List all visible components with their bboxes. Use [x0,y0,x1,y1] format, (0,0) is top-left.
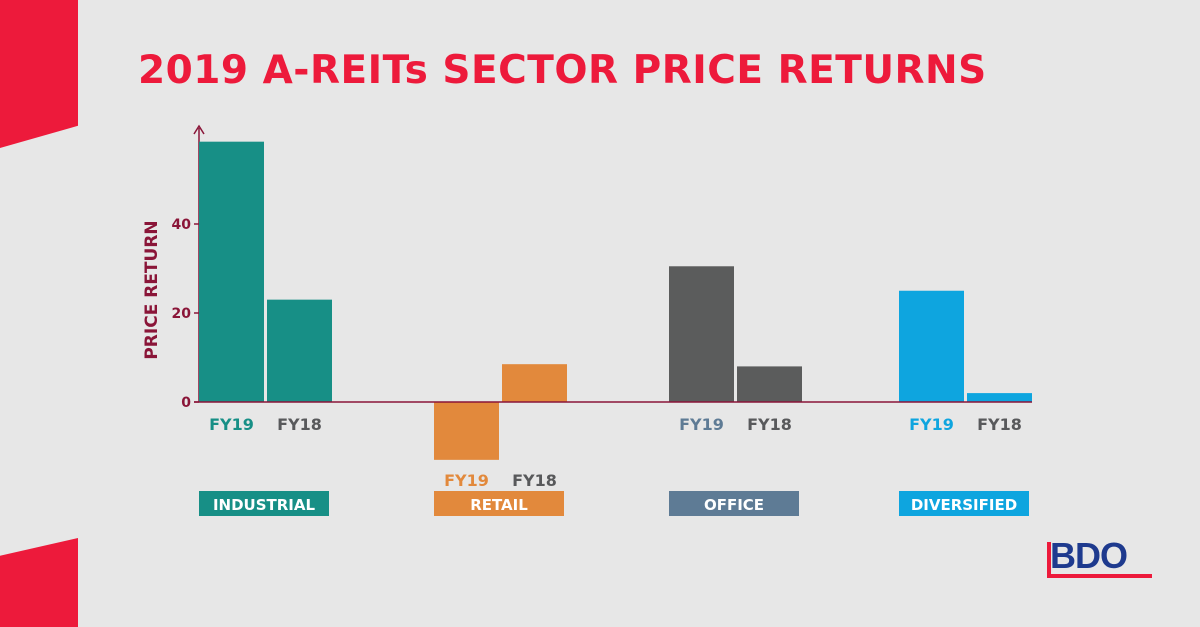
bar-industrial-fy19 [199,141,264,403]
category-badge-industrial [199,491,329,516]
accent-shape-top [0,0,78,148]
y-axis-arrow [193,124,205,135]
bar-office-fy18 [737,366,802,402]
chart-title: 2019 A-REITs SECTOR PRICE RETURNS [138,48,987,93]
bar-label-industrial-fy19: FY19 [209,415,254,434]
category-label-retail: RETAIL [470,496,528,514]
bar-label-industrial-fy18: FY18 [277,415,322,434]
bar-label-office-fy18: FY18 [747,415,792,434]
category-label-industrial: INDUSTRIAL [213,496,316,514]
category-badge-diversified [899,491,1029,516]
bar-label-retail-fy19: FY19 [444,471,489,490]
bar-office-fy19 [669,266,734,402]
bar-diversified-fy18 [967,393,1032,402]
y-tick-label-20: 20 [172,306,192,322]
bar-label-office-fy19: FY19 [679,415,724,434]
bdo-logo: BDO [1044,535,1152,582]
bar-retail-fy19 [434,402,499,460]
bar-industrial-fy18 [267,299,332,402]
bar-label-retail-fy18: FY18 [512,471,557,490]
bar-label-diversified-fy18: FY18 [977,415,1022,434]
category-label-diversified: DIVERSIFIED [911,496,1017,514]
category-label-office: OFFICE [704,496,764,514]
category-badge-retail [434,491,564,516]
bar-retail-fy18 [502,364,567,402]
y-tick-label-40: 40 [172,217,192,233]
bar-label-diversified-fy19: FY19 [909,415,954,434]
logo-bar-horizontal [1047,574,1152,578]
y-axis-label: PRICE RETURN [142,220,162,360]
category-badge-office [669,491,799,516]
logo-text: BDO [1050,535,1128,576]
y-tick-label-0: 0 [181,395,191,411]
bar-diversified-fy19 [899,290,964,402]
logo-bar-vertical [1047,542,1051,578]
